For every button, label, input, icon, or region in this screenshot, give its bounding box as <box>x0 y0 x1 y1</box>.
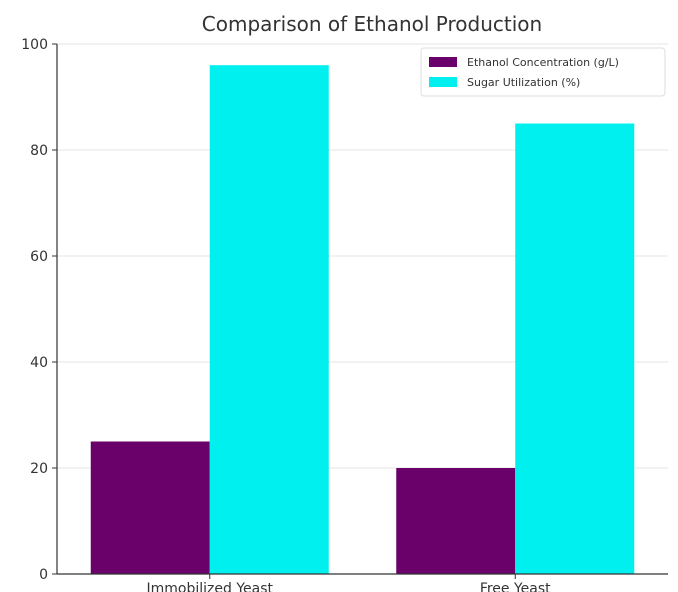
x-tick-label: Immobilized Yeast <box>147 581 274 592</box>
y-tick-label: 100 <box>21 37 48 53</box>
axes <box>56 44 668 575</box>
legend-label: Ethanol Concentration (g/L) <box>467 56 619 69</box>
y-tick-label: 80 <box>30 143 48 159</box>
legend-label: Sugar Utilization (%) <box>467 76 580 89</box>
bar-sugar-utilization-free-yeast <box>515 123 635 574</box>
y-tick-label: 20 <box>30 461 48 477</box>
chart-title: Comparison of Ethanol Production <box>202 12 542 36</box>
bar-sugar-utilization-immobilized-yeast <box>209 65 329 574</box>
legend-box <box>420 47 666 97</box>
bar-ethanol-concentration-g-l-free-yeast <box>396 468 516 574</box>
legend-swatch <box>429 57 457 67</box>
y-tick-label: 40 <box>30 355 48 371</box>
bar-ethanol-concentration-g-l-immobilized-yeast <box>90 441 210 574</box>
x-ticks: Immobilized Yeast Free Yeast <box>147 574 551 592</box>
bars <box>90 65 635 574</box>
x-tick-label: Free Yeast <box>480 581 551 592</box>
legend-swatch <box>429 77 457 87</box>
y-tick-label: 0 <box>39 567 48 583</box>
legend: Ethanol Concentration (g/L) Sugar Utiliza… <box>420 47 666 97</box>
y-tick-label: 60 <box>30 249 48 265</box>
y-ticks: 0 20 40 60 80 100 <box>21 37 57 583</box>
